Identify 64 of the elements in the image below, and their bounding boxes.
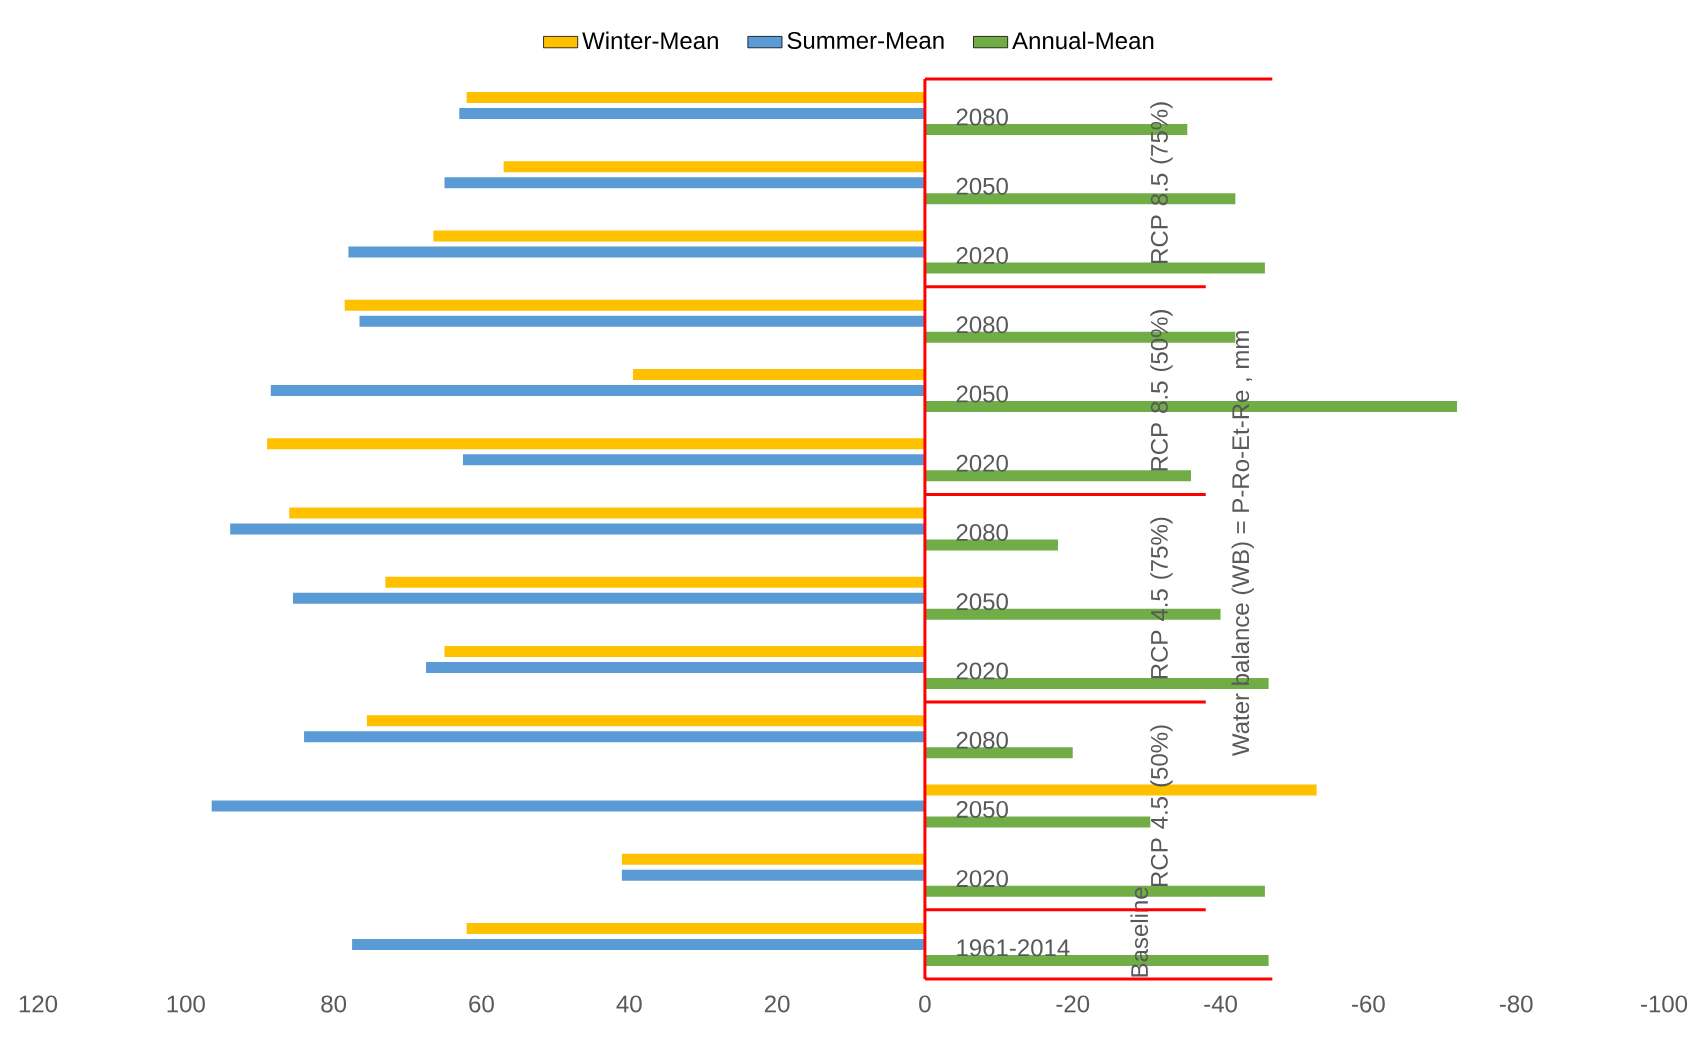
bar — [462, 454, 925, 466]
y-tick-label: 2050 — [956, 593, 1008, 611]
bar — [359, 315, 925, 327]
x-tick-label: -100 — [1641, 995, 1688, 1013]
bar — [632, 369, 925, 381]
y-axis-title: Water balance (WB) = P-Ro-Et-Re , mm — [1231, 331, 1254, 757]
bar — [270, 385, 925, 397]
x-tick-label: 20 — [764, 995, 790, 1013]
annotation: Baseline — [1130, 887, 1149, 977]
annotation: RCP 4.5 (50%) — [1150, 725, 1173, 886]
y-tick-label: 2020 — [956, 247, 1008, 265]
bar — [366, 715, 925, 727]
y-tick-label: 2050 — [956, 800, 1008, 818]
y-tick-label: 2080 — [956, 523, 1008, 541]
bar — [444, 645, 925, 657]
bar — [211, 800, 925, 812]
bar — [426, 661, 925, 673]
bar — [344, 299, 925, 311]
bar — [385, 576, 925, 588]
bar — [924, 539, 1058, 551]
y-tick-label: 2020 — [956, 662, 1008, 680]
legend-label: Annual-Mean — [1012, 31, 1154, 50]
bar — [267, 438, 925, 450]
x-tick-label: 40 — [616, 995, 642, 1013]
legend-label: Winter-Mean — [582, 31, 718, 50]
x-tick-label: -80 — [1499, 995, 1533, 1013]
x-tick-label: 0 — [919, 995, 931, 1013]
x-tick-label: -40 — [1204, 995, 1237, 1013]
bar — [230, 523, 925, 535]
y-tick-label: 2020 — [956, 454, 1008, 472]
annotation: RCP 8.5 (75%) — [1150, 102, 1173, 263]
y-tick-label: 2080 — [956, 316, 1008, 334]
bar — [466, 922, 925, 934]
bar — [503, 161, 925, 173]
bar — [621, 869, 925, 881]
y-tick-label: 2080 — [956, 731, 1008, 749]
y-tick-label: 1961-2014 — [957, 939, 1070, 957]
x-tick-label: 60 — [469, 995, 494, 1013]
y-tick-label: 2080 — [956, 108, 1008, 126]
y-tick-label: 2020 — [956, 870, 1008, 888]
x-tick-label: -20 — [1056, 995, 1090, 1013]
bar — [924, 816, 1151, 828]
y-tick-label: 2050 — [956, 177, 1008, 195]
legend-label: Summer-Mean — [787, 31, 944, 49]
bar — [924, 262, 1265, 274]
x-tick-label: 80 — [321, 995, 347, 1013]
bar — [444, 177, 925, 189]
bar — [289, 507, 925, 519]
bar — [304, 731, 925, 743]
bar — [352, 938, 925, 950]
x-tick-label: 100 — [167, 995, 205, 1013]
annotation: RCP 8.5 (50%) — [1150, 310, 1173, 471]
annotation: RCP 4.5 (75%) — [1150, 517, 1173, 679]
bar — [433, 230, 925, 242]
x-tick-label: 120 — [19, 995, 58, 1013]
bar — [348, 246, 925, 258]
bar — [459, 108, 925, 120]
bar — [924, 470, 1191, 482]
bar — [466, 92, 925, 104]
y-tick-label: 2050 — [956, 385, 1008, 403]
bar — [292, 592, 925, 604]
x-tick-label: -60 — [1352, 995, 1385, 1013]
bar — [621, 853, 925, 865]
bar — [924, 747, 1073, 759]
